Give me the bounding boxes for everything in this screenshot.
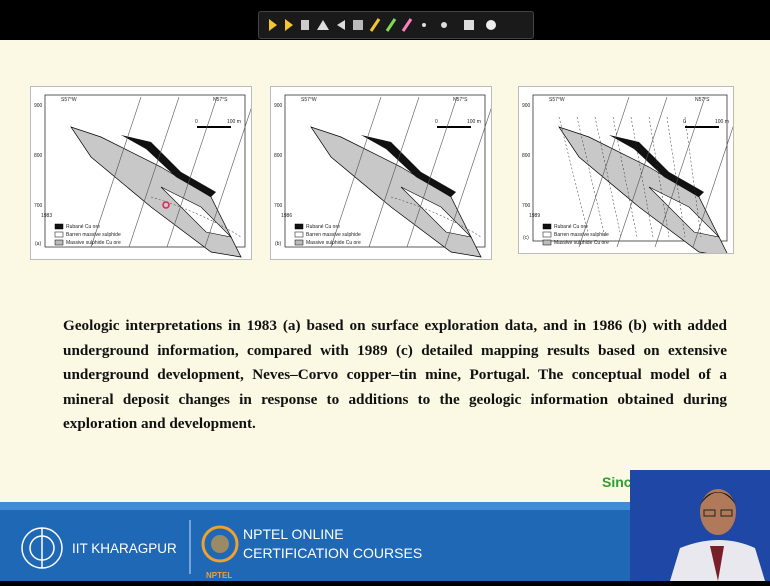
panel-label: (c) <box>523 235 529 241</box>
legend-label: Barren massive sulphide <box>554 232 609 238</box>
nptel-logo <box>203 527 237 561</box>
nptel-label: NPTEL <box>206 571 232 580</box>
program-line: CERTIFICATION COURSES <box>243 545 422 561</box>
direction-label: S57°W <box>549 97 565 103</box>
iit-logo <box>22 528 62 568</box>
year-label: 1986 <box>281 213 292 219</box>
tool-icon[interactable] <box>371 19 379 31</box>
year-label: 1989 <box>529 213 540 219</box>
legend-swatch <box>543 232 551 237</box>
legend-swatch <box>543 224 551 229</box>
tool-icon[interactable] <box>337 20 345 30</box>
annotation-toolbar <box>258 11 534 39</box>
presenter <box>630 470 770 581</box>
toolbar-icons <box>259 12 533 38</box>
elevation-label: 800 <box>34 153 43 159</box>
direction-label: S57°W <box>301 97 317 103</box>
presenter-video <box>630 470 770 581</box>
program-line: NPTEL ONLINE <box>243 526 344 542</box>
partial-text: Sinc <box>602 474 632 490</box>
tool-icon[interactable] <box>387 19 395 31</box>
year-label: 1983 <box>41 213 52 219</box>
direction-label: S57°W <box>61 97 77 103</box>
scale-label: 0 <box>195 119 198 125</box>
tool-icon[interactable] <box>269 19 277 31</box>
tool-icon[interactable] <box>301 20 309 30</box>
elevation-label: 700 <box>274 203 283 209</box>
legend-label: Massive sulphide Cu ore <box>66 240 121 246</box>
tool-icon[interactable] <box>353 20 363 30</box>
legend-label: Rubané Cu ore <box>66 224 100 230</box>
legend-label: Rubané Cu ore <box>306 224 340 230</box>
elevation-label: 800 <box>522 153 531 159</box>
tool-icon[interactable] <box>486 20 496 30</box>
tool-icon[interactable] <box>317 20 329 30</box>
legend-label: Barren massive sulphide <box>306 232 361 238</box>
tool-icon[interactable] <box>422 23 426 27</box>
elevation-label: 700 <box>34 203 43 209</box>
legend-label: Rubané Cu ore <box>554 224 588 230</box>
legend-swatch <box>295 224 303 229</box>
legend-swatch <box>295 232 303 237</box>
legend-swatch <box>55 232 63 237</box>
scale-label: 100 m <box>227 119 241 125</box>
legend-label: Massive sulphide Cu ore <box>306 240 361 246</box>
caption: Geologic interpretations in 1983 (a) bas… <box>63 314 727 437</box>
footer-graphics: IIT KHARAGPUR NPTEL ONLINE CERTIFICATION… <box>0 502 630 581</box>
legend-swatch <box>543 240 551 245</box>
elevation-label: 700 <box>522 203 531 209</box>
scale-label: 100 m <box>715 119 729 125</box>
elevation-label: 800 <box>274 153 283 159</box>
page: S57°W N57°S 900 800 700 0 100 m 1983 (a) Rubané C… <box>0 0 770 581</box>
institute-name: IIT KHARAGPUR <box>72 541 177 556</box>
legend-swatch <box>55 240 63 245</box>
legend-label: Barren massive sulphide <box>66 232 121 238</box>
panel-label: (b) <box>275 241 281 247</box>
legend-label: Massive sulphide Cu ore <box>554 240 609 246</box>
legend-swatch <box>55 224 63 229</box>
tool-icon[interactable] <box>464 20 474 30</box>
legend-swatch <box>295 240 303 245</box>
direction-label: N57°S <box>695 97 710 103</box>
tool-icon[interactable] <box>403 19 411 31</box>
panel-label: (a) <box>35 241 41 247</box>
elevation-label: 900 <box>522 103 531 109</box>
elevation-label: 900 <box>34 103 43 109</box>
tool-icon[interactable] <box>441 22 447 28</box>
elevation-label: 900 <box>274 103 283 109</box>
tool-icon[interactable] <box>285 19 293 31</box>
scale-label: 100 m <box>467 119 481 125</box>
scale-label: 0 <box>435 119 438 125</box>
